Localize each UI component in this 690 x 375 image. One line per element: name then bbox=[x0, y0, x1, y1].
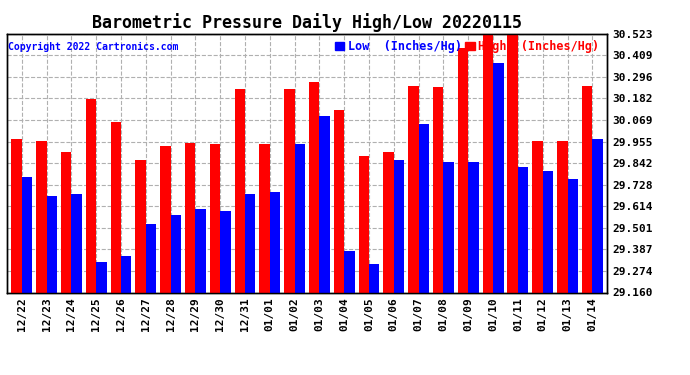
Bar bbox=[11, 139, 22, 375]
Bar bbox=[259, 144, 270, 375]
Bar bbox=[384, 152, 394, 375]
Bar bbox=[309, 82, 319, 375]
Bar bbox=[394, 160, 404, 375]
Bar bbox=[195, 209, 206, 375]
Bar bbox=[433, 87, 444, 375]
Bar bbox=[567, 178, 578, 375]
Bar bbox=[22, 177, 32, 375]
Bar bbox=[334, 110, 344, 375]
Bar bbox=[592, 139, 603, 375]
Bar bbox=[185, 142, 195, 375]
Bar bbox=[220, 211, 230, 375]
Bar bbox=[458, 48, 469, 375]
Bar bbox=[210, 144, 220, 375]
Bar bbox=[160, 146, 170, 375]
Bar bbox=[483, 34, 493, 375]
Bar bbox=[359, 156, 369, 375]
Bar bbox=[71, 194, 82, 375]
Bar bbox=[408, 86, 419, 375]
Bar bbox=[543, 171, 553, 375]
Bar bbox=[146, 224, 156, 375]
Bar bbox=[86, 99, 96, 375]
Bar bbox=[110, 122, 121, 375]
Bar bbox=[270, 192, 280, 375]
Bar bbox=[284, 89, 295, 375]
Title: Barometric Pressure Daily High/Low 20220115: Barometric Pressure Daily High/Low 20220… bbox=[92, 13, 522, 32]
Bar bbox=[47, 196, 57, 375]
Bar bbox=[369, 264, 380, 375]
Bar bbox=[61, 152, 71, 375]
Bar bbox=[493, 63, 504, 375]
Bar bbox=[419, 123, 429, 375]
Bar bbox=[245, 194, 255, 375]
Bar bbox=[170, 214, 181, 375]
Bar bbox=[235, 89, 245, 375]
Legend: Low  (Inches/Hg), High  (Inches/Hg): Low (Inches/Hg), High (Inches/Hg) bbox=[330, 35, 604, 58]
Bar bbox=[444, 162, 454, 375]
Bar bbox=[36, 141, 47, 375]
Bar bbox=[121, 256, 131, 375]
Bar bbox=[135, 160, 146, 375]
Bar bbox=[532, 141, 543, 375]
Bar bbox=[507, 34, 518, 375]
Bar bbox=[582, 86, 592, 375]
Bar bbox=[557, 141, 567, 375]
Bar bbox=[319, 116, 330, 375]
Bar bbox=[295, 144, 305, 375]
Bar bbox=[344, 251, 355, 375]
Bar bbox=[518, 167, 529, 375]
Bar bbox=[469, 162, 479, 375]
Text: Copyright 2022 Cartronics.com: Copyright 2022 Cartronics.com bbox=[8, 42, 179, 51]
Bar bbox=[96, 262, 107, 375]
